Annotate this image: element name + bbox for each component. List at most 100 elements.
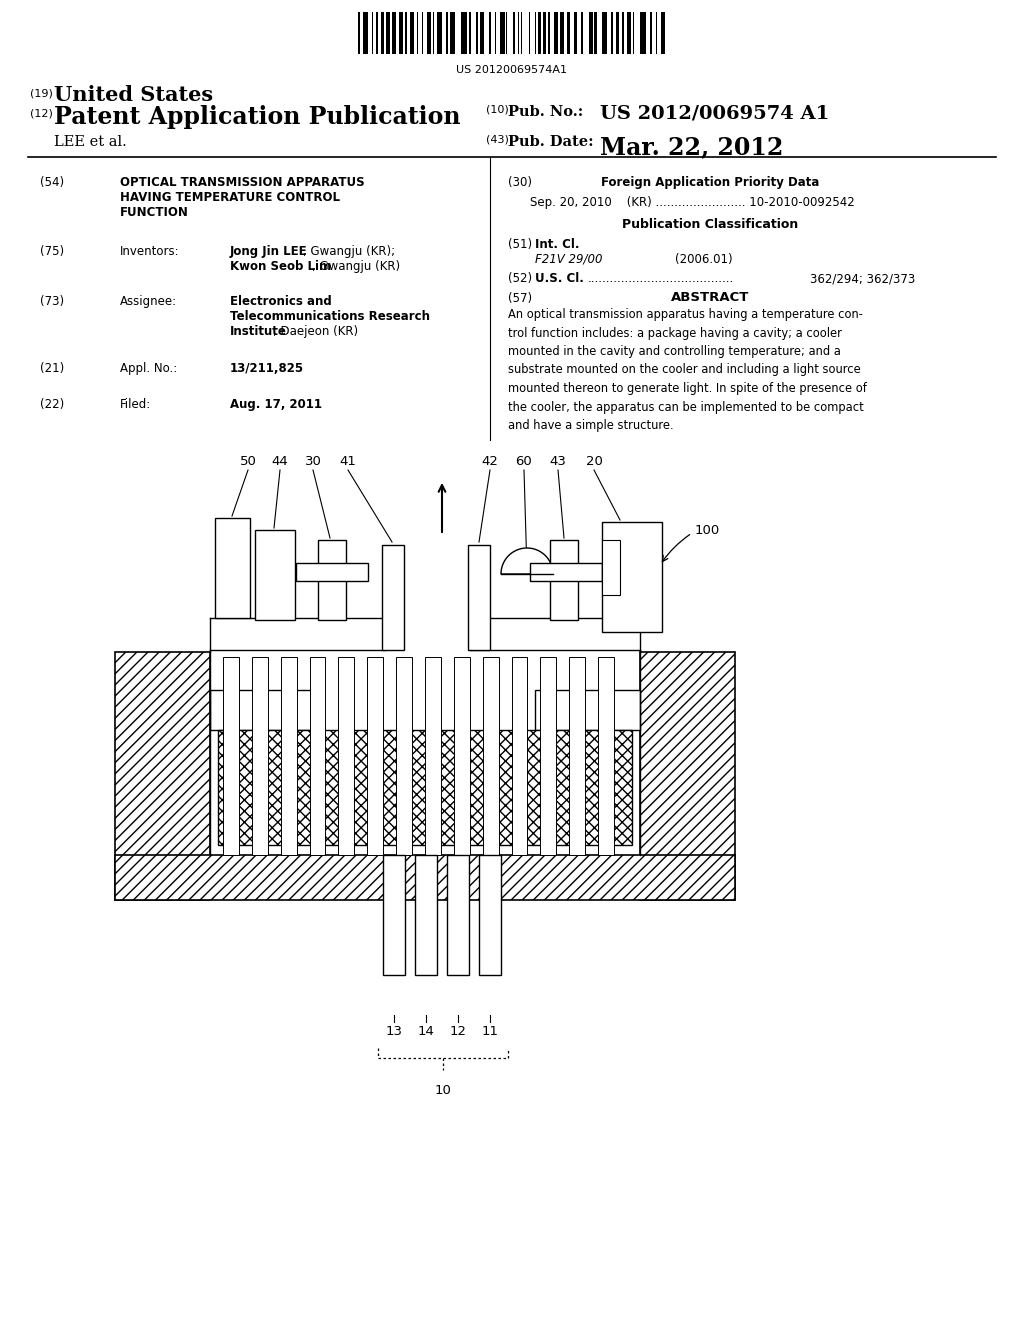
Text: Institute: Institute (230, 325, 287, 338)
Text: (52): (52) (508, 272, 532, 285)
Bar (574, 12, 577, 54)
Bar (415, 855, 437, 975)
Bar (530, 564, 602, 581)
Bar (548, 12, 550, 54)
Text: 41: 41 (340, 455, 356, 469)
Text: (10): (10) (486, 106, 509, 115)
Text: Filed:: Filed: (120, 399, 152, 411)
Bar (296, 564, 368, 581)
Polygon shape (501, 548, 553, 574)
Bar (488, 12, 492, 54)
Text: (19): (19) (30, 88, 53, 98)
Text: US 20120069574A1: US 20120069574A1 (457, 65, 567, 75)
Bar (450, 12, 455, 54)
Text: Patent Application Publication: Patent Application Publication (54, 106, 461, 129)
Bar (468, 545, 490, 649)
Bar (281, 657, 297, 855)
Text: United States: United States (54, 84, 213, 106)
Text: Kwon Seob Lim: Kwon Seob Lim (230, 260, 331, 273)
Text: , Gwangju (KR);: , Gwangju (KR); (303, 246, 395, 257)
Bar (479, 855, 501, 975)
Text: 20: 20 (586, 455, 602, 469)
Bar (437, 12, 442, 54)
Bar (383, 855, 406, 975)
Bar (627, 12, 631, 54)
Bar (372, 12, 373, 54)
Text: 14: 14 (418, 1026, 434, 1038)
Bar (480, 12, 483, 54)
Bar (386, 12, 390, 54)
Bar (115, 855, 735, 900)
Bar (309, 657, 326, 855)
Text: 42: 42 (481, 455, 499, 469)
Bar (223, 657, 239, 855)
Text: OPTICAL TRANSMISSION APPARATUS: OPTICAL TRANSMISSION APPARATUS (120, 176, 365, 189)
Bar (115, 652, 210, 900)
Text: (73): (73) (40, 294, 65, 308)
Bar (410, 12, 415, 54)
Bar (506, 12, 508, 54)
Bar (602, 521, 662, 632)
Bar (535, 690, 640, 730)
Text: Pub. No.:: Pub. No.: (508, 106, 584, 119)
Bar (476, 12, 478, 54)
Text: FUNCTION: FUNCTION (120, 206, 188, 219)
Text: Assignee:: Assignee: (120, 294, 177, 308)
Bar (433, 12, 434, 54)
Text: U.S. Cl.: U.S. Cl. (535, 272, 584, 285)
Bar (640, 652, 735, 900)
Text: (2006.01): (2006.01) (675, 253, 732, 267)
Bar (538, 12, 542, 54)
Bar (594, 12, 597, 54)
Bar (554, 12, 558, 54)
Bar (598, 657, 614, 855)
Text: 13: 13 (385, 1026, 402, 1038)
Bar (649, 12, 652, 54)
Bar (318, 540, 346, 620)
Text: LEE et al.: LEE et al. (54, 135, 127, 149)
Text: 44: 44 (271, 455, 289, 469)
Text: Jong Jin LEE: Jong Jin LEE (230, 246, 307, 257)
Bar (500, 12, 505, 54)
Bar (566, 12, 570, 54)
Text: 43: 43 (550, 455, 566, 469)
Bar (518, 12, 519, 54)
Bar (541, 657, 556, 855)
Text: (75): (75) (40, 246, 65, 257)
Text: Inventors:: Inventors: (120, 246, 179, 257)
Bar (404, 12, 407, 54)
Bar (536, 12, 537, 54)
Bar (482, 657, 499, 855)
Bar (447, 855, 469, 975)
Text: 60: 60 (516, 455, 532, 469)
Bar (446, 12, 449, 54)
Text: Pub. Date:: Pub. Date: (508, 135, 594, 149)
Text: (51): (51) (508, 238, 532, 251)
Text: Mar. 22, 2012: Mar. 22, 2012 (600, 135, 783, 158)
Bar (656, 12, 657, 54)
Bar (396, 657, 412, 855)
Bar (381, 12, 384, 54)
Bar (417, 12, 418, 54)
Bar (640, 12, 646, 54)
Text: .......................................: ....................................... (588, 272, 734, 285)
Bar (602, 12, 606, 54)
Text: Int. Cl.: Int. Cl. (535, 238, 580, 251)
Text: Sep. 20, 2010    (KR) ........................ 10-2010-0092542: Sep. 20, 2010 (KR) .....................… (530, 195, 855, 209)
Bar (495, 12, 496, 54)
Text: Aug. 17, 2011: Aug. 17, 2011 (230, 399, 322, 411)
Text: (30): (30) (508, 176, 532, 189)
Bar (364, 12, 368, 54)
Bar (660, 12, 665, 54)
Bar (622, 12, 625, 54)
Bar (469, 12, 471, 54)
Bar (422, 12, 423, 54)
Bar (210, 652, 640, 855)
Text: Telecommunications Research: Telecommunications Research (230, 310, 430, 323)
Text: 12: 12 (450, 1026, 467, 1038)
Text: F21V 29/00: F21V 29/00 (535, 253, 602, 267)
Bar (376, 12, 378, 54)
Bar (358, 12, 360, 54)
Text: 11: 11 (481, 1026, 499, 1038)
Text: Appl. No.:: Appl. No.: (120, 362, 177, 375)
